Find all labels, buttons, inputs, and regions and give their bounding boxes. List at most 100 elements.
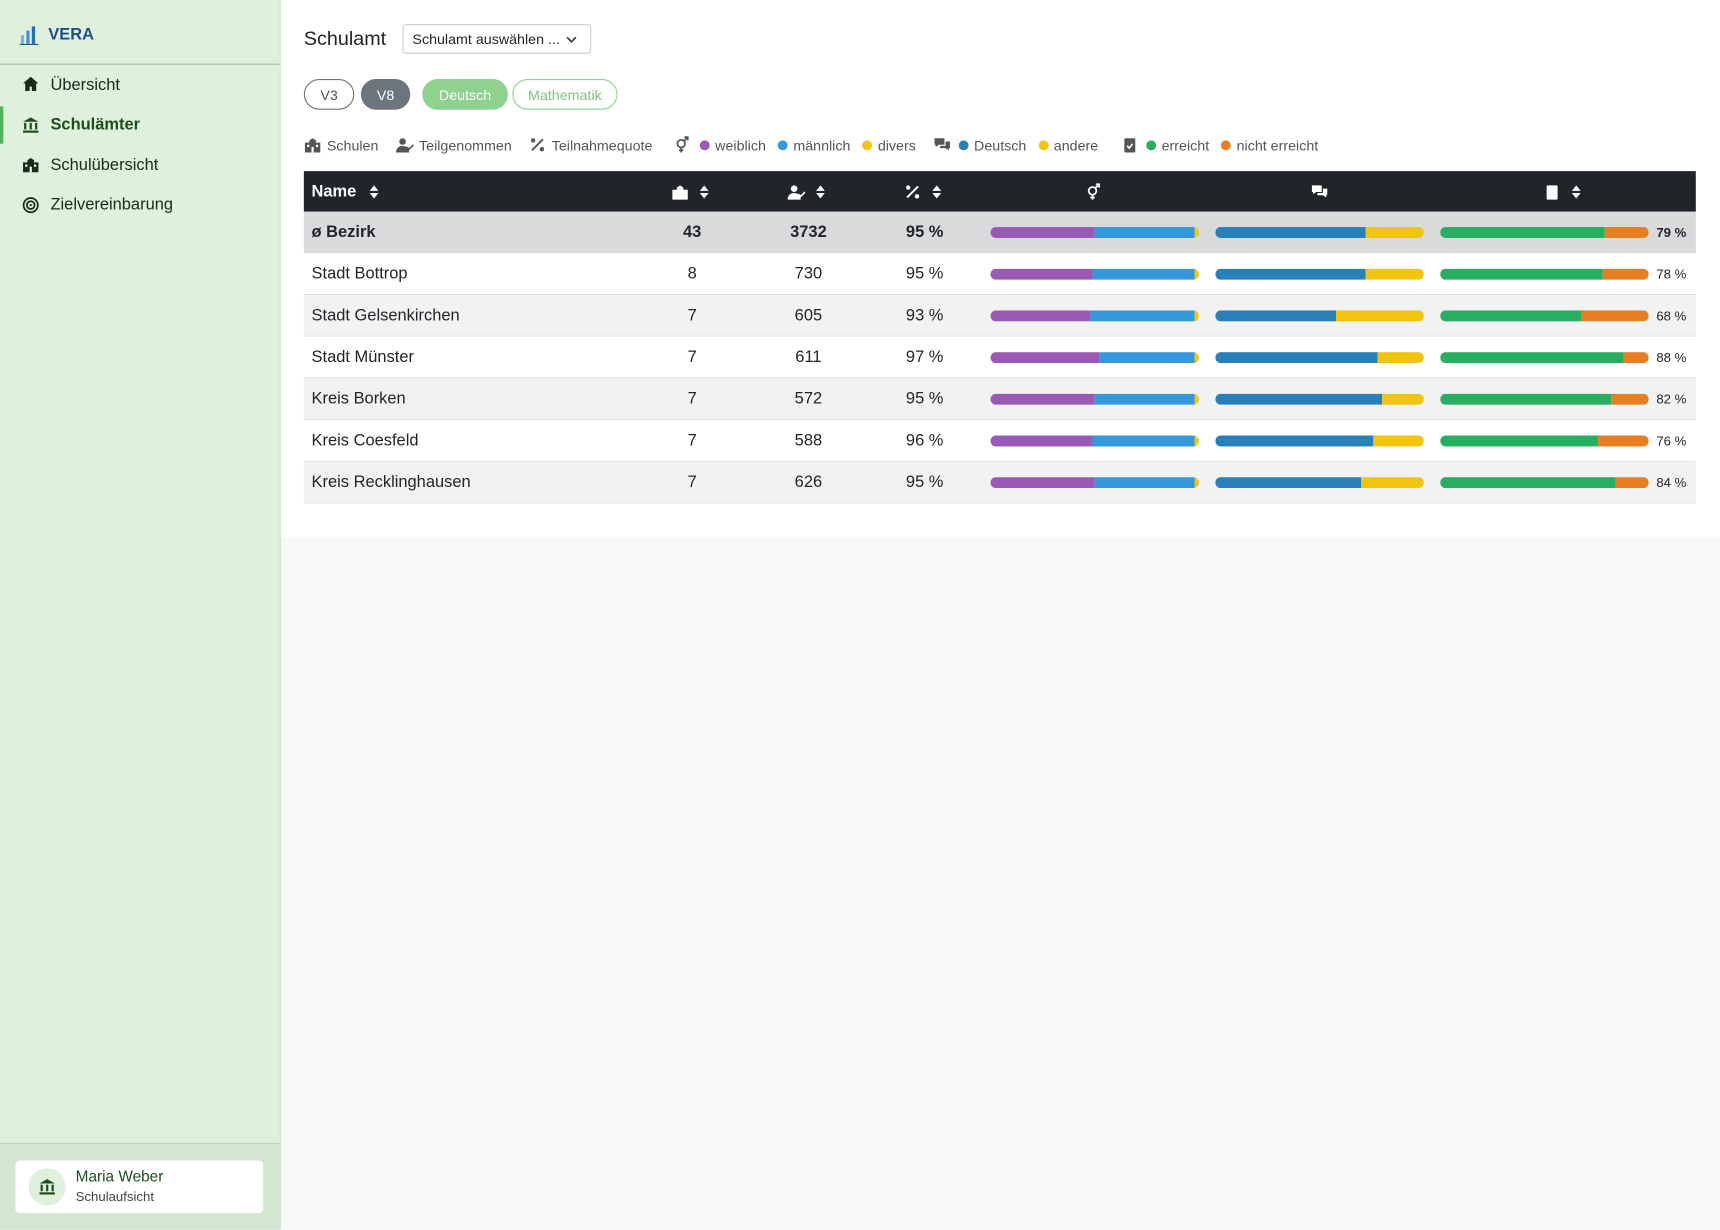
header-column[interactable] [1311, 171, 1329, 212]
table-row[interactable]: Kreis Coesfeld 7 588 96 % 76 % [303, 420, 1696, 462]
achievement-bar [1440, 227, 1649, 239]
brand: VERA [19, 22, 94, 46]
user-card[interactable]: Maria Weber Schulaufsicht [15, 1160, 264, 1214]
achievement-segment [1611, 393, 1649, 405]
legend-item: Teilnahmequote [529, 136, 652, 154]
header-column[interactable] [671, 171, 713, 212]
gender-bar [990, 393, 1199, 405]
header-name[interactable]: Name [312, 171, 383, 212]
rate: 95 % [905, 389, 944, 409]
row-name: Kreis Recklinghausen [311, 472, 471, 492]
table-row[interactable]: Stadt Bottrop 8 730 95 % 78 % [303, 253, 1696, 296]
gender-bar [990, 227, 1199, 239]
schulamt-select[interactable]: Schulamt auswählen ... [402, 24, 592, 54]
sidebar: VERA Übersicht Schulämter Schulübersicht Zi… [0, 0, 283, 1230]
achievement-segment [1598, 435, 1649, 447]
gender-bar [990, 435, 1199, 447]
subject-pill[interactable]: Deutsch [422, 78, 508, 110]
gender-segment [1094, 227, 1195, 239]
language-bar [1215, 477, 1424, 489]
gender-segment [1194, 435, 1199, 447]
achievement-segment [1615, 477, 1649, 489]
achievement-segment [1440, 477, 1616, 489]
rate: 95 % [905, 264, 944, 284]
gender-segment [990, 393, 1095, 405]
legend-group: Deutsch andere [933, 136, 1098, 154]
legend-label: Teilgenommen [419, 136, 512, 154]
schools: 43 [682, 222, 702, 242]
nav-label: Schulämter [50, 115, 141, 134]
achievement-segment [1440, 352, 1624, 364]
achievement-segment [1440, 435, 1599, 447]
achievement-segment [1440, 310, 1582, 322]
gender-segment [990, 227, 1095, 239]
achievement-label: 68 % [1656, 307, 1687, 324]
gender-segment [1194, 477, 1199, 489]
legend-item: Teilgenommen [395, 136, 512, 154]
legend-dot [699, 139, 710, 150]
grade-pill[interactable]: V8 [360, 78, 411, 110]
page-title: Schulamt [303, 27, 387, 50]
legend-label: weiblich [715, 136, 766, 154]
language-segment [1377, 352, 1424, 364]
table-row[interactable]: Kreis Recklinghausen 7 626 95 % 84 % [303, 461, 1696, 504]
gender-bar [990, 310, 1199, 322]
achievement-segment [1604, 227, 1649, 239]
language-bar [1215, 268, 1424, 280]
language-segment [1215, 268, 1366, 280]
legend-dot [1221, 139, 1232, 150]
achievement-bar [1440, 393, 1649, 405]
gender-bar [990, 352, 1199, 364]
table-row[interactable]: Stadt Münster 7 611 97 % 88 % [303, 336, 1696, 379]
nav-item[interactable]: Übersicht [0, 66, 280, 103]
grade-pill[interactable]: V3 [303, 78, 355, 110]
nav-label: Schulübersicht [50, 155, 159, 174]
schools: 7 [687, 347, 697, 367]
table-header: Name [303, 171, 1696, 212]
header-column[interactable] [1543, 171, 1585, 212]
legend-label: Schulen [326, 136, 379, 154]
row-name: ø Bezirk [311, 222, 376, 242]
gender-segment [990, 268, 1093, 280]
nav-item[interactable]: Zielvereinbarung [0, 186, 280, 223]
legend-label: erreicht [1161, 136, 1210, 154]
language-segment [1361, 477, 1424, 489]
achievement-bar [1440, 310, 1649, 322]
gender-segment [1092, 435, 1195, 447]
achievement-segment [1440, 393, 1612, 405]
table-row[interactable]: Kreis Borken 7 572 95 % 82 % [303, 378, 1696, 421]
participants: 572 [794, 389, 823, 409]
header-column[interactable] [1086, 171, 1104, 212]
achievement-label: 78 % [1656, 265, 1687, 282]
subject-pill[interactable]: Mathematik [512, 78, 618, 110]
header-column[interactable] [904, 171, 946, 212]
nav-label: Übersicht [50, 75, 120, 94]
header-column[interactable] [787, 171, 830, 212]
language-segment [1215, 393, 1383, 405]
achievement-bar [1440, 268, 1649, 280]
participants: 605 [794, 306, 823, 325]
achievement-bar [1440, 435, 1649, 447]
achievement-label: 88 % [1656, 349, 1687, 365]
nav-label: Zielvereinbarung [50, 195, 174, 214]
legend-dot [777, 139, 788, 150]
gender-segment [990, 352, 1099, 364]
nav-item[interactable]: Schulübersicht [0, 146, 280, 183]
table-row[interactable]: Stadt Gelsenkirchen 7 605 93 % 68 % [303, 295, 1696, 337]
schools: 7 [687, 306, 697, 325]
achievement-label: 84 % [1656, 474, 1687, 490]
brand-name: VERA [48, 24, 94, 44]
nav-item[interactable]: Schulämter [0, 105, 283, 144]
table: Name ø Bezirk 43 3732 95 % 79 % Stadt Bottrop 8… [303, 171, 1696, 504]
gender-segment [1098, 352, 1195, 364]
gender-segment [1090, 310, 1195, 322]
rate: 96 % [905, 431, 944, 450]
legend-group: weiblich männlich divers [675, 136, 916, 154]
table-row[interactable]: ø Bezirk 43 3732 95 % 79 % [303, 211, 1696, 254]
language-bar [1215, 435, 1424, 447]
language-bar [1215, 393, 1424, 405]
language-segment [1365, 227, 1424, 239]
language-segment [1365, 268, 1424, 280]
gender-bar [990, 268, 1199, 280]
